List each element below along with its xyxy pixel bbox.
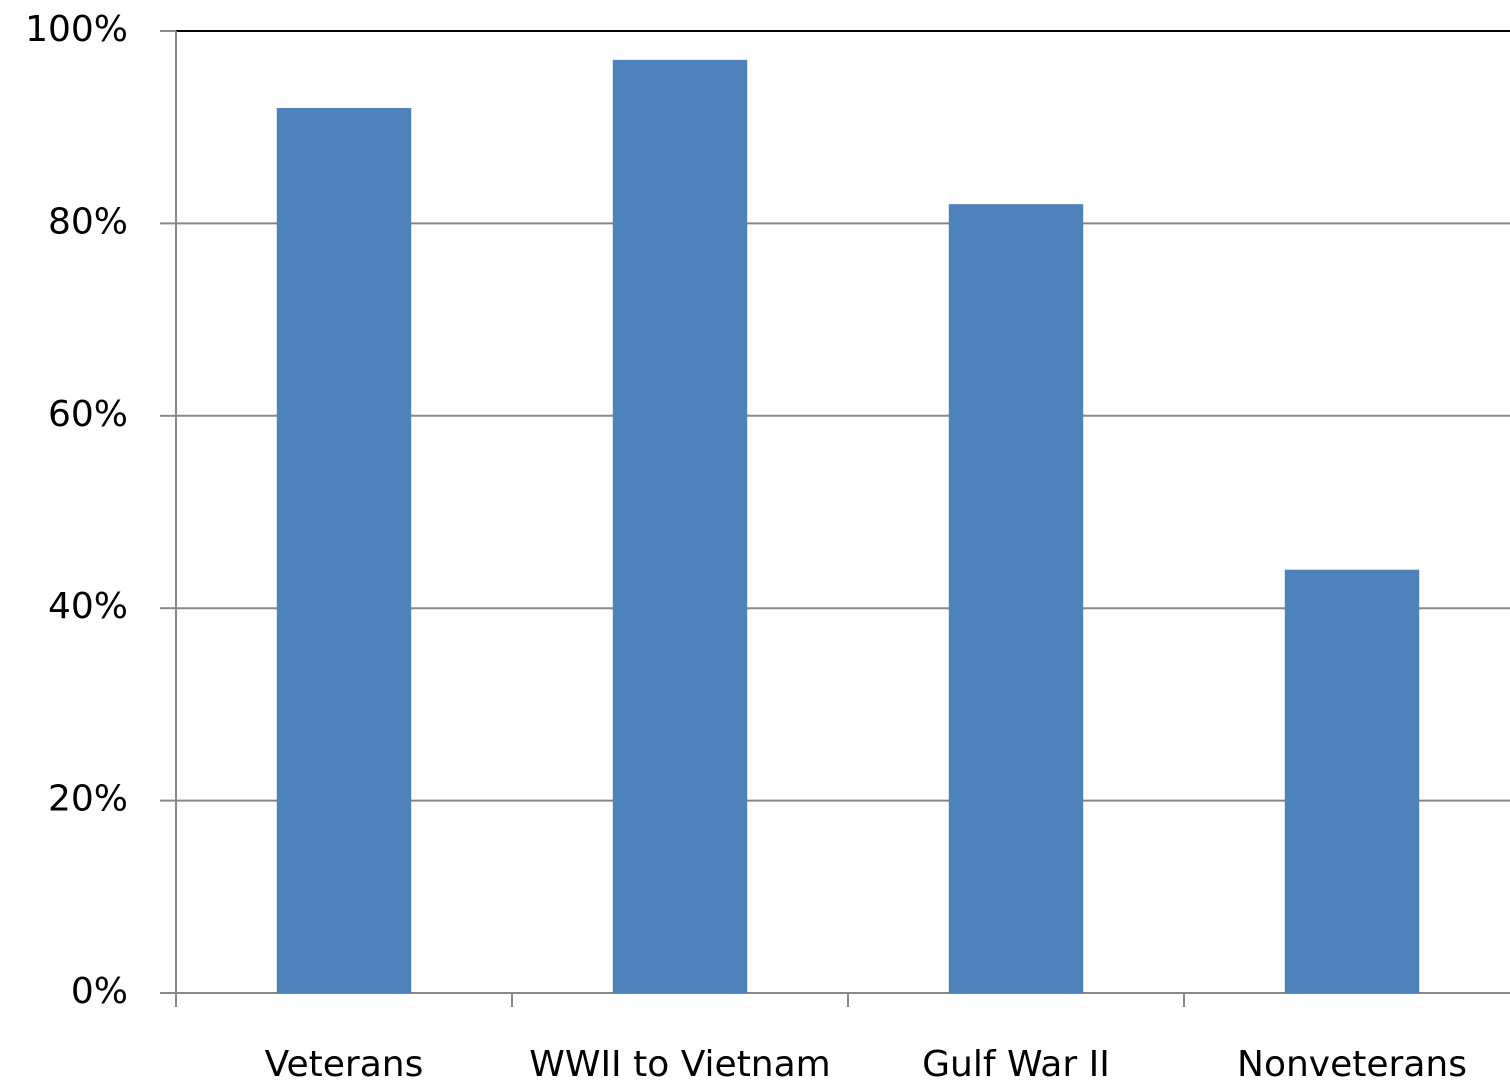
y-tick-label: 40% xyxy=(48,586,128,627)
y-tick-label: 20% xyxy=(48,779,128,820)
bar xyxy=(948,204,1084,993)
x-tick-label: WWII to Vietnam xyxy=(529,1044,831,1085)
y-tick-label: 60% xyxy=(48,394,128,435)
x-tick-label: Gulf War II xyxy=(922,1044,1110,1085)
x-tick-label: Nonveterans xyxy=(1237,1044,1467,1085)
bar xyxy=(612,59,748,994)
y-tick-label: 80% xyxy=(48,201,128,242)
bar xyxy=(1284,569,1420,993)
bar xyxy=(276,107,412,993)
y-tick-label: 0% xyxy=(71,971,128,1012)
y-tick-label: 100% xyxy=(25,9,128,50)
x-tick-label: Veterans xyxy=(265,1044,424,1085)
